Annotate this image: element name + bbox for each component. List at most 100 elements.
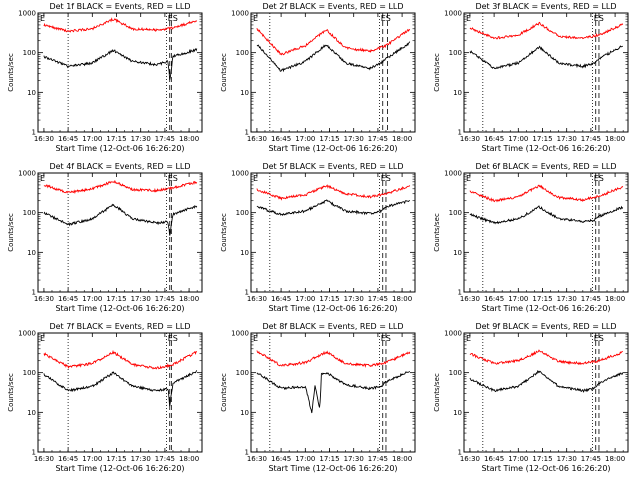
y-tick-label: 1000: [444, 10, 462, 18]
chart-panel: Det 7f BLACK = Events, RED = LLD Start Ti…: [7, 322, 203, 473]
corner-mark-right: ES: [168, 334, 178, 343]
y-tick-label: 10: [453, 249, 462, 257]
x-axis-label: Start Time (12-Oct-06 16:26:20): [55, 304, 184, 313]
corner-mark-right: ES: [381, 334, 391, 343]
series-line-lld: [256, 27, 411, 56]
x-tick-label: 18:00: [392, 295, 412, 303]
corner-mark-left: E: [40, 334, 45, 343]
y-tick-label: 1: [32, 129, 36, 137]
chart-title: Det 8f BLACK = Events, RED = LLD: [262, 322, 403, 331]
y-tick-label: 1000: [18, 330, 36, 338]
y-tick-label: 10: [453, 409, 462, 417]
plot-frame: [37, 12, 203, 133]
corner-mark-left: E: [466, 174, 471, 183]
chart-title: Det 6f BLACK = Events, RED = LLD: [475, 162, 616, 171]
x-tick-label: 18:00: [179, 455, 199, 463]
x-tick-label: 17:45: [368, 295, 388, 303]
corner-mark-right: ES: [381, 174, 391, 183]
plot-frame: [463, 332, 629, 453]
x-tick-label: 17:30: [344, 295, 364, 303]
x-axis-label: Start Time (12-Oct-06 16:26:20): [268, 464, 397, 473]
x-tick-label: 16:45: [484, 295, 504, 303]
x-tick-label: 17:00: [295, 135, 315, 143]
plot-frame: [463, 12, 629, 133]
corner-mark-right: ES: [594, 14, 604, 23]
x-tick-label: 16:45: [58, 295, 78, 303]
series-line-events: [256, 370, 411, 414]
y-tick-label: 1: [458, 129, 462, 137]
corner-mark-left: E: [40, 174, 45, 183]
y-tick-label: 1: [458, 449, 462, 457]
series-line-lld: [43, 179, 198, 194]
x-tick-label: 17:45: [581, 295, 601, 303]
x-tick-label: 17:15: [319, 295, 339, 303]
x-tick-label: 16:30: [247, 295, 267, 303]
chart-panel: Det 4f BLACK = Events, RED = LLD Start Ti…: [7, 162, 203, 313]
corner-mark-left: E: [253, 174, 258, 183]
x-axis-label: Start Time (12-Oct-06 16:26:20): [481, 464, 610, 473]
y-tick-label: 10: [27, 249, 36, 257]
y-tick-label: 1000: [231, 10, 249, 18]
plot-frame: [37, 332, 203, 453]
y-tick-label: 1: [32, 449, 36, 457]
chart-panel: Det 2f BLACK = Events, RED = LLD Start Ti…: [220, 2, 416, 153]
x-tick-label: 18:00: [179, 295, 199, 303]
y-tick-label: 1000: [231, 330, 249, 338]
x-axis-label: Start Time (12-Oct-06 16:26:20): [55, 464, 184, 473]
x-tick-label: 17:45: [155, 295, 175, 303]
x-axis-label: Start Time (12-Oct-06 16:26:20): [55, 144, 184, 153]
chart-panel: Det 8f BLACK = Events, RED = LLD Start Ti…: [220, 322, 416, 473]
x-tick-label: 17:30: [344, 455, 364, 463]
x-tick-label: 18:00: [392, 455, 412, 463]
y-tick-label: 1000: [444, 170, 462, 178]
x-tick-label: 16:45: [271, 135, 291, 143]
x-tick-label: 17:00: [295, 455, 315, 463]
y-axis-label: Counts/sec: [220, 53, 228, 92]
plot-frame: [250, 12, 416, 133]
y-tick-label: 100: [236, 209, 249, 217]
x-tick-label: 16:30: [34, 295, 54, 303]
x-tick-label: 16:45: [484, 455, 504, 463]
x-tick-label: 17:15: [319, 135, 339, 143]
x-tick-label: 18:00: [179, 135, 199, 143]
series-line-lld: [256, 350, 411, 368]
x-tick-label: 16:30: [460, 455, 480, 463]
chart-title: Det 1f BLACK = Events, RED = LLD: [49, 2, 190, 11]
x-tick-label: 17:15: [106, 135, 126, 143]
x-tick-label: 17:30: [557, 455, 577, 463]
corner-mark-left: E: [40, 14, 45, 23]
y-axis-label: Counts/sec: [220, 213, 228, 252]
x-tick-label: 16:30: [34, 455, 54, 463]
series-line-events: [469, 205, 624, 225]
y-tick-label: 1: [245, 289, 249, 297]
x-tick-label: 17:45: [581, 455, 601, 463]
series-line-events: [43, 203, 198, 236]
y-tick-label: 1000: [444, 330, 462, 338]
y-tick-label: 100: [23, 369, 36, 377]
y-axis-label: Counts/sec: [7, 373, 15, 412]
y-axis-label: Counts/sec: [7, 53, 15, 92]
chart-title: Det 2f BLACK = Events, RED = LLD: [262, 2, 403, 11]
series-line-lld: [256, 184, 411, 201]
x-tick-label: 17:15: [532, 295, 552, 303]
chart-panel: Det 3f BLACK = Events, RED = LLD Start Ti…: [433, 2, 629, 153]
x-tick-label: 16:45: [271, 295, 291, 303]
y-tick-label: 10: [240, 89, 249, 97]
y-tick-label: 10: [27, 89, 36, 97]
x-tick-label: 17:45: [581, 135, 601, 143]
series-line-events: [43, 370, 198, 407]
x-tick-label: 16:30: [247, 455, 267, 463]
x-tick-label: 18:00: [605, 135, 625, 143]
x-tick-label: 17:30: [344, 135, 364, 143]
x-tick-label: 17:30: [557, 295, 577, 303]
x-tick-label: 17:45: [368, 455, 388, 463]
corner-mark-right: ES: [168, 14, 178, 23]
x-tick-label: 17:30: [557, 135, 577, 143]
x-tick-label: 17:15: [106, 295, 126, 303]
series-line-events: [469, 369, 624, 393]
x-tick-label: 16:45: [58, 135, 78, 143]
corner-mark-right: ES: [594, 174, 604, 183]
series-line-events: [256, 199, 411, 217]
chart-title: Det 3f BLACK = Events, RED = LLD: [475, 2, 616, 11]
x-tick-label: 17:00: [508, 295, 528, 303]
